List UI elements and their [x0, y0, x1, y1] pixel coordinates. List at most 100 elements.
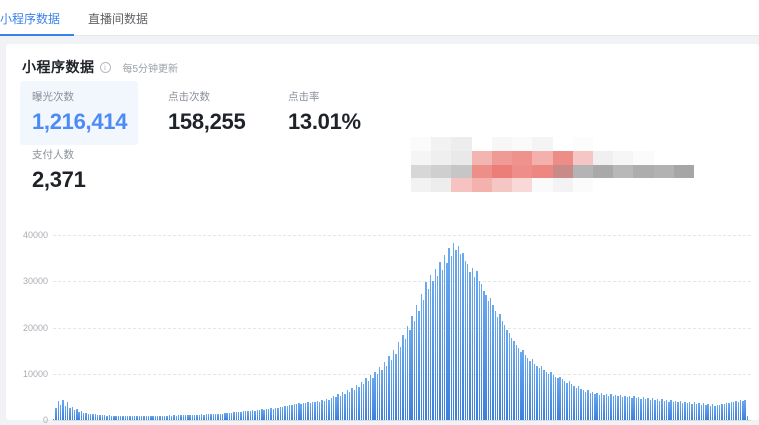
chart-bar[interactable] — [150, 415, 152, 420]
chart-bar[interactable] — [346, 389, 349, 420]
chart-bar[interactable] — [497, 317, 499, 420]
chart-bar[interactable] — [351, 387, 353, 420]
chart-bar[interactable] — [709, 405, 712, 420]
chart-bar[interactable] — [645, 399, 647, 420]
chart-bar[interactable] — [429, 274, 432, 420]
chart-bar[interactable] — [240, 411, 242, 420]
chart-bar[interactable] — [288, 404, 291, 420]
chart-bar[interactable] — [342, 392, 344, 420]
chart-bar[interactable] — [244, 411, 247, 420]
chart-bar[interactable] — [534, 363, 536, 420]
chart-bar[interactable] — [540, 366, 543, 420]
chart-bar[interactable] — [59, 404, 62, 420]
chart-bar[interactable] — [339, 395, 342, 420]
chart-bar[interactable] — [344, 393, 346, 420]
chart-bar[interactable] — [552, 374, 554, 420]
chart-bar[interactable] — [143, 416, 145, 420]
chart-bar[interactable] — [591, 392, 594, 420]
info-icon[interactable]: i — [99, 61, 111, 73]
chart-bar[interactable] — [187, 415, 189, 420]
chart-bar[interactable] — [161, 415, 164, 420]
chart-bar[interactable] — [432, 281, 434, 420]
chart-bar[interactable] — [594, 394, 596, 420]
chart-bar[interactable] — [573, 385, 575, 420]
chart-bar[interactable] — [453, 243, 455, 420]
chart-bar[interactable] — [441, 269, 443, 420]
chart-bar[interactable] — [152, 416, 154, 420]
chart-bar[interactable] — [62, 399, 64, 420]
chart-bar[interactable] — [702, 403, 705, 420]
chart-bar[interactable] — [166, 415, 168, 420]
chart-bar[interactable] — [413, 321, 416, 420]
chart-bar[interactable] — [367, 380, 369, 420]
chart-bar[interactable] — [286, 406, 288, 420]
chart-bar[interactable] — [439, 262, 441, 420]
chart-bar[interactable] — [256, 409, 258, 420]
chart-bar[interactable] — [566, 383, 568, 420]
chart-bar[interactable] — [695, 404, 698, 420]
chart-bar[interactable] — [723, 404, 726, 420]
chart-bar[interactable] — [517, 348, 520, 420]
chart-bar[interactable] — [312, 402, 314, 420]
metric-impressions[interactable]: 曝光次数 1,216,414 — [20, 81, 138, 145]
chart-bar[interactable] — [136, 416, 138, 420]
chart-bar[interactable] — [598, 394, 601, 420]
chart-bar[interactable] — [330, 397, 332, 420]
chart-bar[interactable] — [362, 383, 365, 420]
chart-bar[interactable] — [619, 395, 621, 420]
chart-bar[interactable] — [231, 412, 233, 420]
tab-mini-program-data[interactable]: 小程序数据 — [0, 13, 75, 36]
chart-bar[interactable] — [582, 390, 584, 420]
chart-bar[interactable] — [325, 399, 328, 420]
chart-bar[interactable] — [418, 311, 420, 420]
chart-bar[interactable] — [450, 256, 453, 420]
chart-bar[interactable] — [425, 282, 427, 420]
chart-bar[interactable] — [624, 395, 626, 420]
chart-bar[interactable] — [605, 393, 608, 420]
chart-bar[interactable] — [476, 271, 478, 420]
chart-bar[interactable] — [409, 330, 411, 420]
chart-bar[interactable] — [513, 341, 515, 420]
chart-bar[interactable] — [314, 402, 316, 420]
chart-bar[interactable] — [316, 401, 319, 420]
chart-bar[interactable] — [397, 342, 399, 420]
chart-bar[interactable] — [302, 402, 305, 420]
chart-bar[interactable] — [538, 368, 541, 420]
chart-bar[interactable] — [90, 413, 92, 420]
chart-bar[interactable] — [337, 394, 339, 420]
chart-bar[interactable] — [640, 398, 642, 420]
chart-bar[interactable] — [420, 293, 423, 420]
chart-bar[interactable] — [730, 402, 732, 420]
chart-bar[interactable] — [584, 392, 587, 420]
chart-bar[interactable] — [358, 386, 360, 420]
chart-bar[interactable] — [147, 416, 150, 420]
chart-bar[interactable] — [596, 392, 598, 420]
chart-bar[interactable] — [376, 374, 379, 420]
chart-bar[interactable] — [203, 414, 205, 420]
chart-bar[interactable] — [131, 416, 134, 420]
chart-bar[interactable] — [360, 381, 362, 420]
chart-bar[interactable] — [550, 371, 552, 420]
chart-bar[interactable] — [443, 254, 446, 420]
chart-bar[interactable] — [531, 359, 534, 420]
metric-clicks[interactable]: 点击次数 158,255 — [156, 81, 257, 145]
chart-bar[interactable] — [196, 414, 198, 420]
chart-bar[interactable] — [233, 412, 235, 420]
chart-bar[interactable] — [707, 403, 709, 420]
chart-bar[interactable] — [589, 393, 591, 420]
chart-bar[interactable] — [522, 349, 524, 420]
chart-bar[interactable] — [268, 409, 270, 420]
chart-bar[interactable] — [503, 325, 506, 420]
chart-bar[interactable] — [638, 396, 640, 420]
chart-bar[interactable] — [189, 415, 191, 420]
chart-bar[interactable] — [402, 334, 404, 420]
chart-bar[interactable] — [626, 397, 628, 420]
chart-bar[interactable] — [374, 371, 376, 420]
chart-bar[interactable] — [263, 409, 265, 420]
chart-bar[interactable] — [411, 316, 413, 420]
chart-bar[interactable] — [353, 389, 356, 420]
chart-bar[interactable] — [665, 399, 668, 420]
chart-bar[interactable] — [455, 250, 457, 420]
chart-bar[interactable] — [739, 400, 742, 420]
chart-bar[interactable] — [124, 416, 127, 420]
